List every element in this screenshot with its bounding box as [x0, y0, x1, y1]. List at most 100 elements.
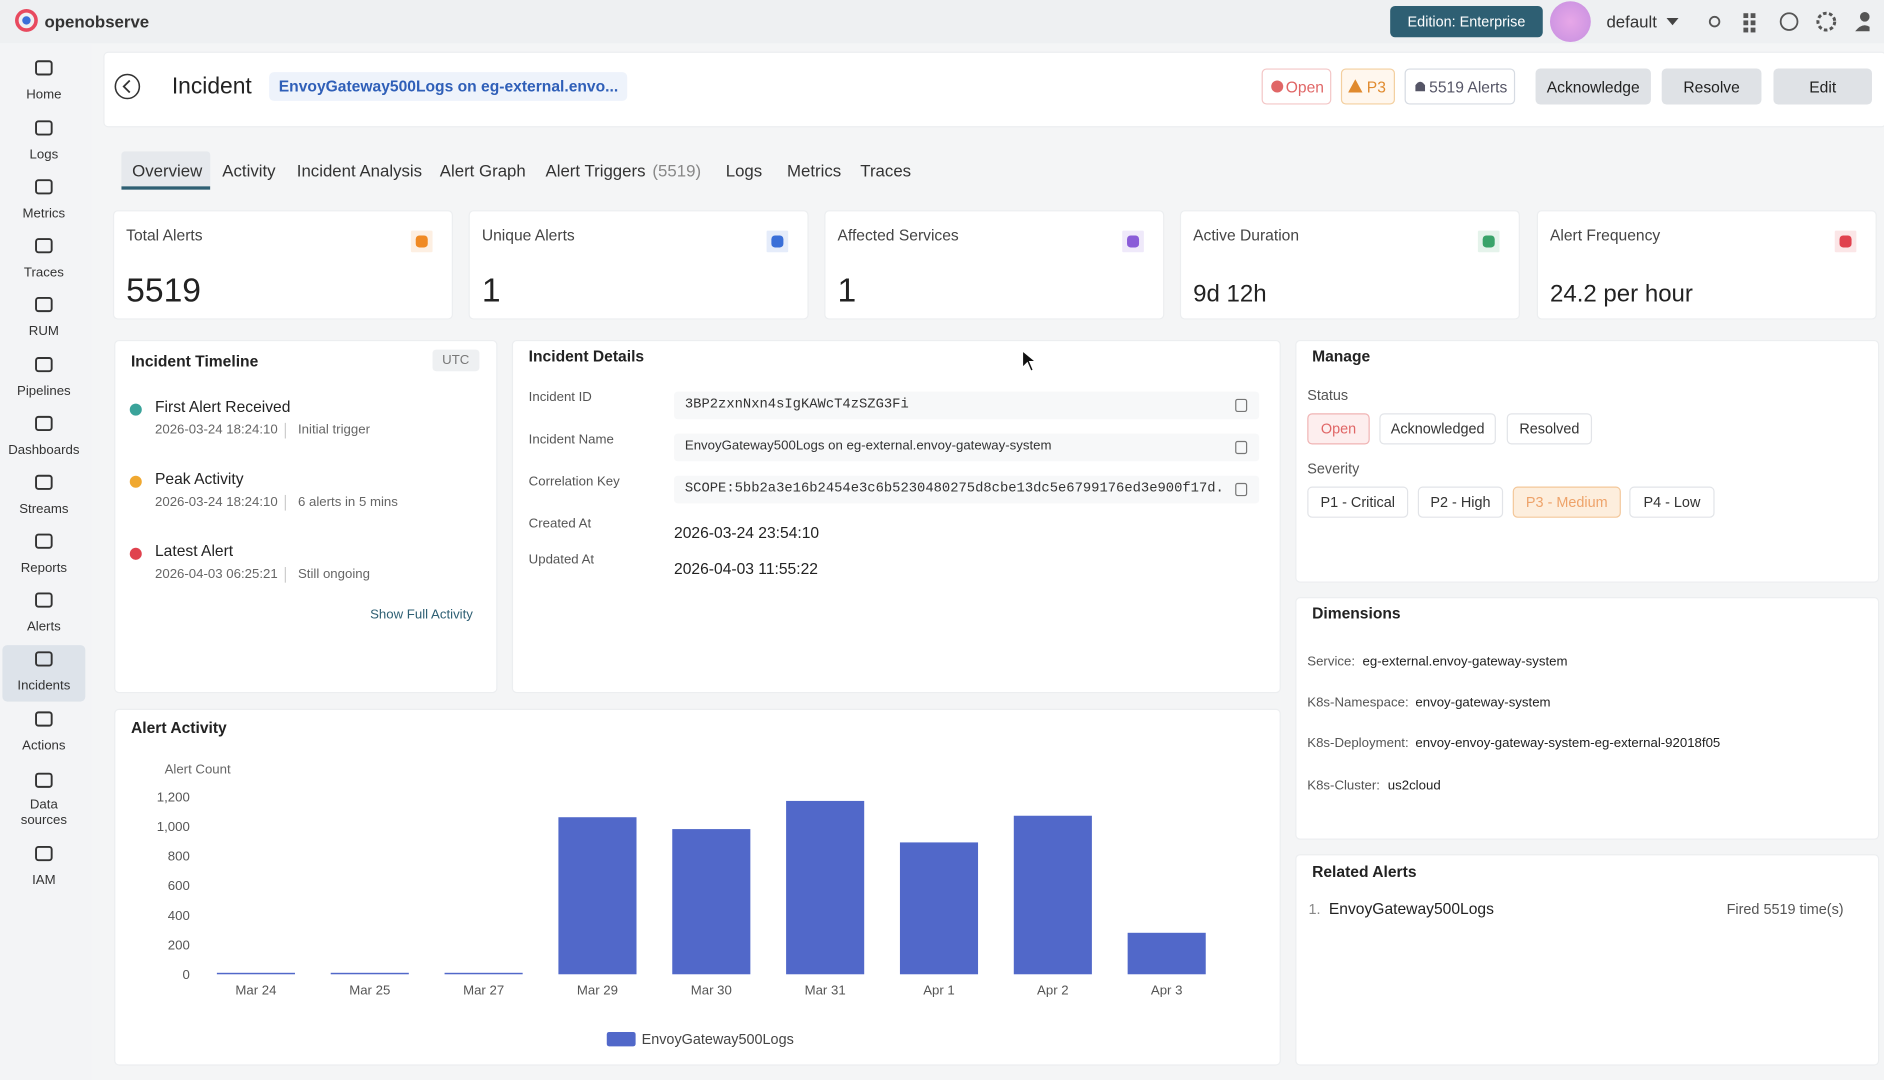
x-tick-label: Mar 24	[235, 983, 276, 998]
nav-icon-shape	[35, 60, 53, 76]
bar	[1127, 932, 1206, 975]
status-badge: Open	[1261, 68, 1332, 105]
org-selector[interactable]: default	[1606, 12, 1657, 32]
stat-icon-dot	[1482, 235, 1495, 248]
tab-count: (5519)	[652, 160, 702, 181]
severity-option[interactable]: P3 - Medium	[1512, 486, 1621, 518]
nav-item[interactable]: Alerts	[26, 619, 61, 635]
field-value: EnvoyGateway500Logs on eg-external.envoy…	[684, 438, 1052, 453]
severity-option[interactable]: P1 - Critical	[1307, 486, 1409, 518]
x-tick-label: Mar 31	[805, 983, 846, 998]
tab[interactable]: Alert Triggers	[545, 160, 646, 181]
nav-item[interactable]: Traces	[23, 265, 64, 280]
event-time: 2026-03-24 18:24:10	[154, 494, 278, 510]
y-tick-label: 1,200	[157, 789, 190, 804]
tab[interactable]: Overview	[132, 160, 203, 181]
header-title: Incident	[171, 74, 252, 100]
field-label: Incident Name	[528, 432, 614, 447]
status-option[interactable]: Resolved	[1506, 413, 1593, 445]
mouse-cursor	[1021, 349, 1038, 373]
x-tick-label: Mar 29	[577, 983, 618, 998]
legend-swatch	[606, 1031, 636, 1047]
tab[interactable]: Traces	[860, 160, 912, 181]
nav-item[interactable]: Actions	[22, 738, 66, 754]
related-name[interactable]: EnvoyGateway500Logs	[1328, 899, 1494, 918]
nav-icon-shape	[35, 296, 53, 313]
y-tick-label: 1,000	[157, 819, 190, 834]
y-tick-label: 400	[168, 908, 190, 923]
tab[interactable]: Alert Graph	[439, 160, 526, 181]
nav-item[interactable]: Pipelines	[17, 384, 71, 399]
x-tick-label: Mar 30	[691, 983, 732, 998]
nav-item[interactable]: RUM	[28, 324, 59, 339]
x-tick-label: Apr 1	[923, 983, 955, 998]
nav-item[interactable]: IAM	[32, 873, 56, 888]
alerts-icon	[1415, 81, 1426, 92]
event-title: Peak Activity	[154, 469, 244, 488]
acknowledge-button[interactable]: Acknowledge	[1535, 68, 1651, 105]
event-time: 2026-03-24 18:24:10	[154, 422, 278, 438]
ai-avatar[interactable]	[1549, 1, 1591, 43]
sidebar	[0, 43, 92, 1080]
status-option[interactable]: Open	[1307, 413, 1370, 445]
stat-icon-dot	[771, 235, 784, 248]
nav-item[interactable]: Dashboards	[8, 443, 80, 458]
y-tick-label: 800	[168, 849, 190, 864]
bar	[216, 972, 295, 975]
tab[interactable]: Activity	[222, 160, 276, 181]
dropdown-arrow	[1666, 18, 1679, 26]
event-separator	[284, 422, 286, 439]
manage-card	[1295, 339, 1880, 583]
nav-icon	[35, 60, 53, 76]
nav-item[interactable]: Logs	[29, 147, 59, 163]
field-box	[674, 475, 1260, 504]
nav-item[interactable]: Metrics	[22, 206, 66, 222]
event-title: Latest Alert	[154, 541, 234, 560]
copy-button[interactable]	[1235, 398, 1248, 413]
severity-badge: P3	[1340, 68, 1395, 105]
toolbar-icons[interactable]	[1701, 8, 1870, 34]
nav-icon	[35, 296, 53, 313]
legend-label: EnvoyGateway500Logs	[642, 1032, 794, 1048]
x-tick-label: Mar 25	[349, 983, 390, 998]
nav-item[interactable]: Home	[26, 87, 62, 103]
nav-icon-shape	[35, 711, 53, 727]
field-box	[674, 433, 1260, 462]
stat-card	[1536, 210, 1877, 320]
edit-button[interactable]: Edit	[1773, 68, 1872, 105]
show-full-activity[interactable]: Show Full Activity	[370, 607, 473, 623]
event-separator	[284, 567, 286, 583]
severity-option[interactable]: P2 - High	[1417, 486, 1504, 518]
nav-icon-shape	[35, 474, 53, 490]
severity-label: Severity	[1307, 460, 1360, 477]
nav-icon	[35, 592, 53, 608]
severity-option[interactable]: P4 - Low	[1629, 486, 1715, 518]
stat-icon-dot	[415, 235, 428, 248]
edition-badge[interactable]: Edition: Enterprise	[1390, 6, 1543, 38]
manage-title: Manage	[1312, 347, 1371, 366]
status-option[interactable]: Acknowledged	[1379, 413, 1496, 445]
nav-item[interactable]: Data sources	[20, 797, 68, 828]
nav-item[interactable]: Reports	[20, 561, 68, 576]
field-box	[674, 391, 1260, 420]
field-label: Created At	[528, 516, 592, 531]
nav-icon	[35, 772, 53, 788]
copy-button[interactable]	[1235, 440, 1248, 455]
event-note: Initial trigger	[297, 422, 370, 438]
tab[interactable]: Incident Analysis	[296, 160, 423, 181]
field-value: SCOPE:5bb2a3e16b2454e3c6b5230480275d8cbe…	[684, 480, 1224, 497]
x-tick-label: Apr 2	[1037, 983, 1069, 998]
bar	[899, 842, 979, 975]
nav-item[interactable]: Streams	[19, 502, 69, 517]
tab[interactable]: Logs	[725, 160, 763, 181]
stat-card	[468, 210, 809, 320]
nav-icon	[35, 357, 53, 373]
brand: openobserve	[44, 12, 150, 32]
status-label: Status	[1307, 386, 1349, 404]
tab[interactable]: Metrics	[787, 160, 842, 181]
back-button[interactable]	[114, 73, 141, 100]
nav-item[interactable]: Incidents	[17, 678, 71, 694]
resolve-button[interactable]: Resolve	[1661, 68, 1762, 105]
copy-button[interactable]	[1235, 482, 1248, 497]
stat-label: Alert Frequency	[1549, 225, 1661, 244]
